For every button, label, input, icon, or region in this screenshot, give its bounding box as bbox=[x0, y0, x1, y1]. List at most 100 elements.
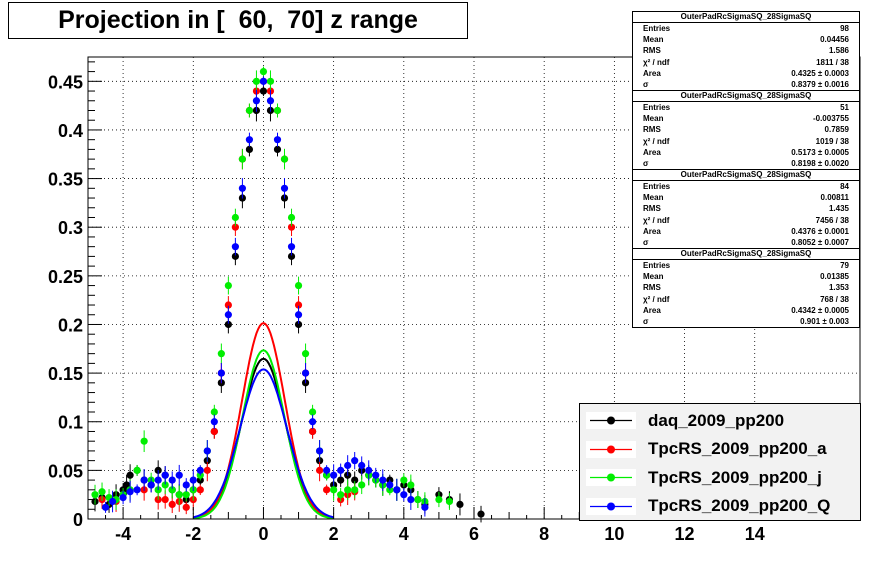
stats-panel: OuterPadRcSigmaSQ_28SigmaSQ Entries 79 Mean… bbox=[632, 248, 860, 329]
stats-value: 0.8198 ± 0.0020 bbox=[791, 159, 849, 169]
stats-row: Area 0.5173 ± 0.0005 bbox=[633, 147, 859, 158]
legend-marker bbox=[580, 435, 636, 464]
legend-label: TpcRS_2009_pp200_a bbox=[648, 439, 827, 458]
stats-row: RMS 1.353 bbox=[633, 282, 859, 293]
data-point bbox=[358, 481, 366, 489]
data-point bbox=[344, 486, 352, 494]
y-tick-label: 0.25 bbox=[48, 267, 83, 287]
stats-key: σ bbox=[643, 80, 649, 90]
x-tick-label: 2 bbox=[329, 524, 339, 544]
data-point bbox=[210, 427, 218, 436]
data-point bbox=[224, 311, 232, 319]
data-point bbox=[414, 495, 422, 504]
legend-label: TpcRS_2009_pp200_j bbox=[648, 467, 822, 487]
stats-key: RMS bbox=[643, 46, 661, 56]
stats-value: 84 bbox=[840, 182, 849, 191]
stats-row: RMS 1.435 bbox=[633, 203, 859, 214]
data-point bbox=[477, 510, 485, 518]
y-tick-label: 0.05 bbox=[48, 461, 83, 481]
data-point bbox=[435, 495, 443, 504]
stats-value: 768 / 38 bbox=[820, 294, 849, 304]
x-tick-label: 8 bbox=[539, 524, 549, 544]
stats-key: Entries bbox=[643, 182, 671, 191]
stats-value: 0.00811 bbox=[820, 193, 849, 203]
stats-panel: OuterPadRcSigmaSQ_28SigmaSQ Entries 84 Mean… bbox=[632, 169, 860, 250]
stats-value: 0.7859 bbox=[824, 125, 849, 135]
data-point bbox=[287, 252, 296, 260]
stats-row: σ 0.8052 ± 0.0007 bbox=[633, 237, 859, 248]
legend-entry: TpcRS_2009_pp200_j bbox=[580, 463, 860, 492]
stats-value: 0.4325 ± 0.0003 bbox=[791, 68, 849, 78]
data-point bbox=[182, 491, 190, 499]
data-point bbox=[161, 495, 169, 504]
data-point bbox=[210, 408, 218, 416]
data-point bbox=[238, 155, 246, 163]
data-point bbox=[330, 471, 338, 479]
x-tick-label: -4 bbox=[115, 524, 131, 544]
data-point bbox=[196, 466, 204, 474]
y-tick-label: 0.3 bbox=[58, 218, 83, 238]
data-point bbox=[372, 471, 380, 479]
data-point bbox=[266, 77, 275, 85]
stats-row: Mean 0.00811 bbox=[633, 192, 859, 203]
stats-key: RMS bbox=[643, 283, 661, 293]
stats-key: χ² / ndf bbox=[643, 294, 670, 304]
y-tick-label: 0 bbox=[73, 510, 83, 530]
data-point bbox=[294, 301, 303, 309]
stats-key: Mean bbox=[643, 193, 664, 203]
stats-key: σ bbox=[643, 238, 649, 248]
stats-key: Mean bbox=[643, 35, 664, 45]
data-point bbox=[280, 155, 289, 163]
stats-key: Area bbox=[643, 226, 661, 236]
y-tick-label: 0.2 bbox=[58, 315, 83, 335]
y-tick-label: 0.35 bbox=[48, 170, 83, 190]
data-point bbox=[323, 486, 331, 494]
stats-row: RMS 1.586 bbox=[633, 45, 859, 56]
legend: daq_2009_pp200 TpcRS_2009_pp200_a TpcRS_20… bbox=[579, 403, 861, 521]
data-point bbox=[175, 491, 183, 499]
data-point bbox=[337, 491, 345, 499]
data-point bbox=[217, 350, 225, 358]
stats-value: 0.4342 ± 0.0005 bbox=[791, 305, 849, 315]
axes: -4 -2 0 2 4 6 8 10 12 14 0 0.05 0.1 0.15 0.2 0.25 0.3 0.3… bbox=[48, 56, 861, 544]
data-point bbox=[351, 457, 359, 465]
data-point bbox=[154, 476, 162, 484]
stats-value: 1019 / 38 bbox=[815, 136, 849, 146]
data-point bbox=[245, 136, 254, 144]
data-point bbox=[400, 476, 408, 484]
data-point bbox=[231, 243, 239, 251]
data-point bbox=[273, 145, 282, 153]
data-point bbox=[330, 486, 338, 494]
data-point bbox=[161, 481, 169, 489]
data-point bbox=[101, 503, 110, 511]
data-point bbox=[203, 447, 211, 455]
data-point bbox=[259, 87, 268, 95]
x-tick-label: 4 bbox=[399, 524, 409, 544]
stats-key: Mean bbox=[643, 272, 664, 282]
data-point bbox=[301, 369, 310, 377]
data-point bbox=[344, 461, 352, 470]
stats-row: Mean -0.003755 bbox=[633, 113, 859, 124]
stats-row: Area 0.4342 ± 0.0005 bbox=[633, 305, 859, 316]
legend-marker bbox=[580, 492, 636, 521]
data-point bbox=[337, 476, 345, 484]
stats-row: Area 0.4325 ± 0.0003 bbox=[633, 68, 859, 79]
stats-key: χ² / ndf bbox=[643, 215, 670, 225]
data-point bbox=[182, 503, 190, 511]
stats-key: Entries bbox=[643, 261, 671, 270]
data-point bbox=[456, 500, 464, 509]
y-tick-label: 0.45 bbox=[48, 72, 83, 92]
stats-value: 98 bbox=[840, 24, 849, 33]
stats-row: Entries 79 bbox=[633, 260, 859, 271]
data-point bbox=[287, 213, 296, 222]
data-point bbox=[133, 466, 141, 474]
stats-row: σ 0.8198 ± 0.0020 bbox=[633, 158, 859, 169]
data-point bbox=[407, 495, 415, 504]
data-point bbox=[175, 471, 183, 479]
data-point bbox=[280, 184, 289, 192]
data-point bbox=[217, 369, 225, 377]
fit-curve bbox=[193, 368, 334, 519]
x-tick-label: 12 bbox=[675, 524, 695, 544]
stats-value: 1.435 bbox=[828, 204, 849, 214]
stats-value: 7456 / 38 bbox=[815, 215, 849, 225]
